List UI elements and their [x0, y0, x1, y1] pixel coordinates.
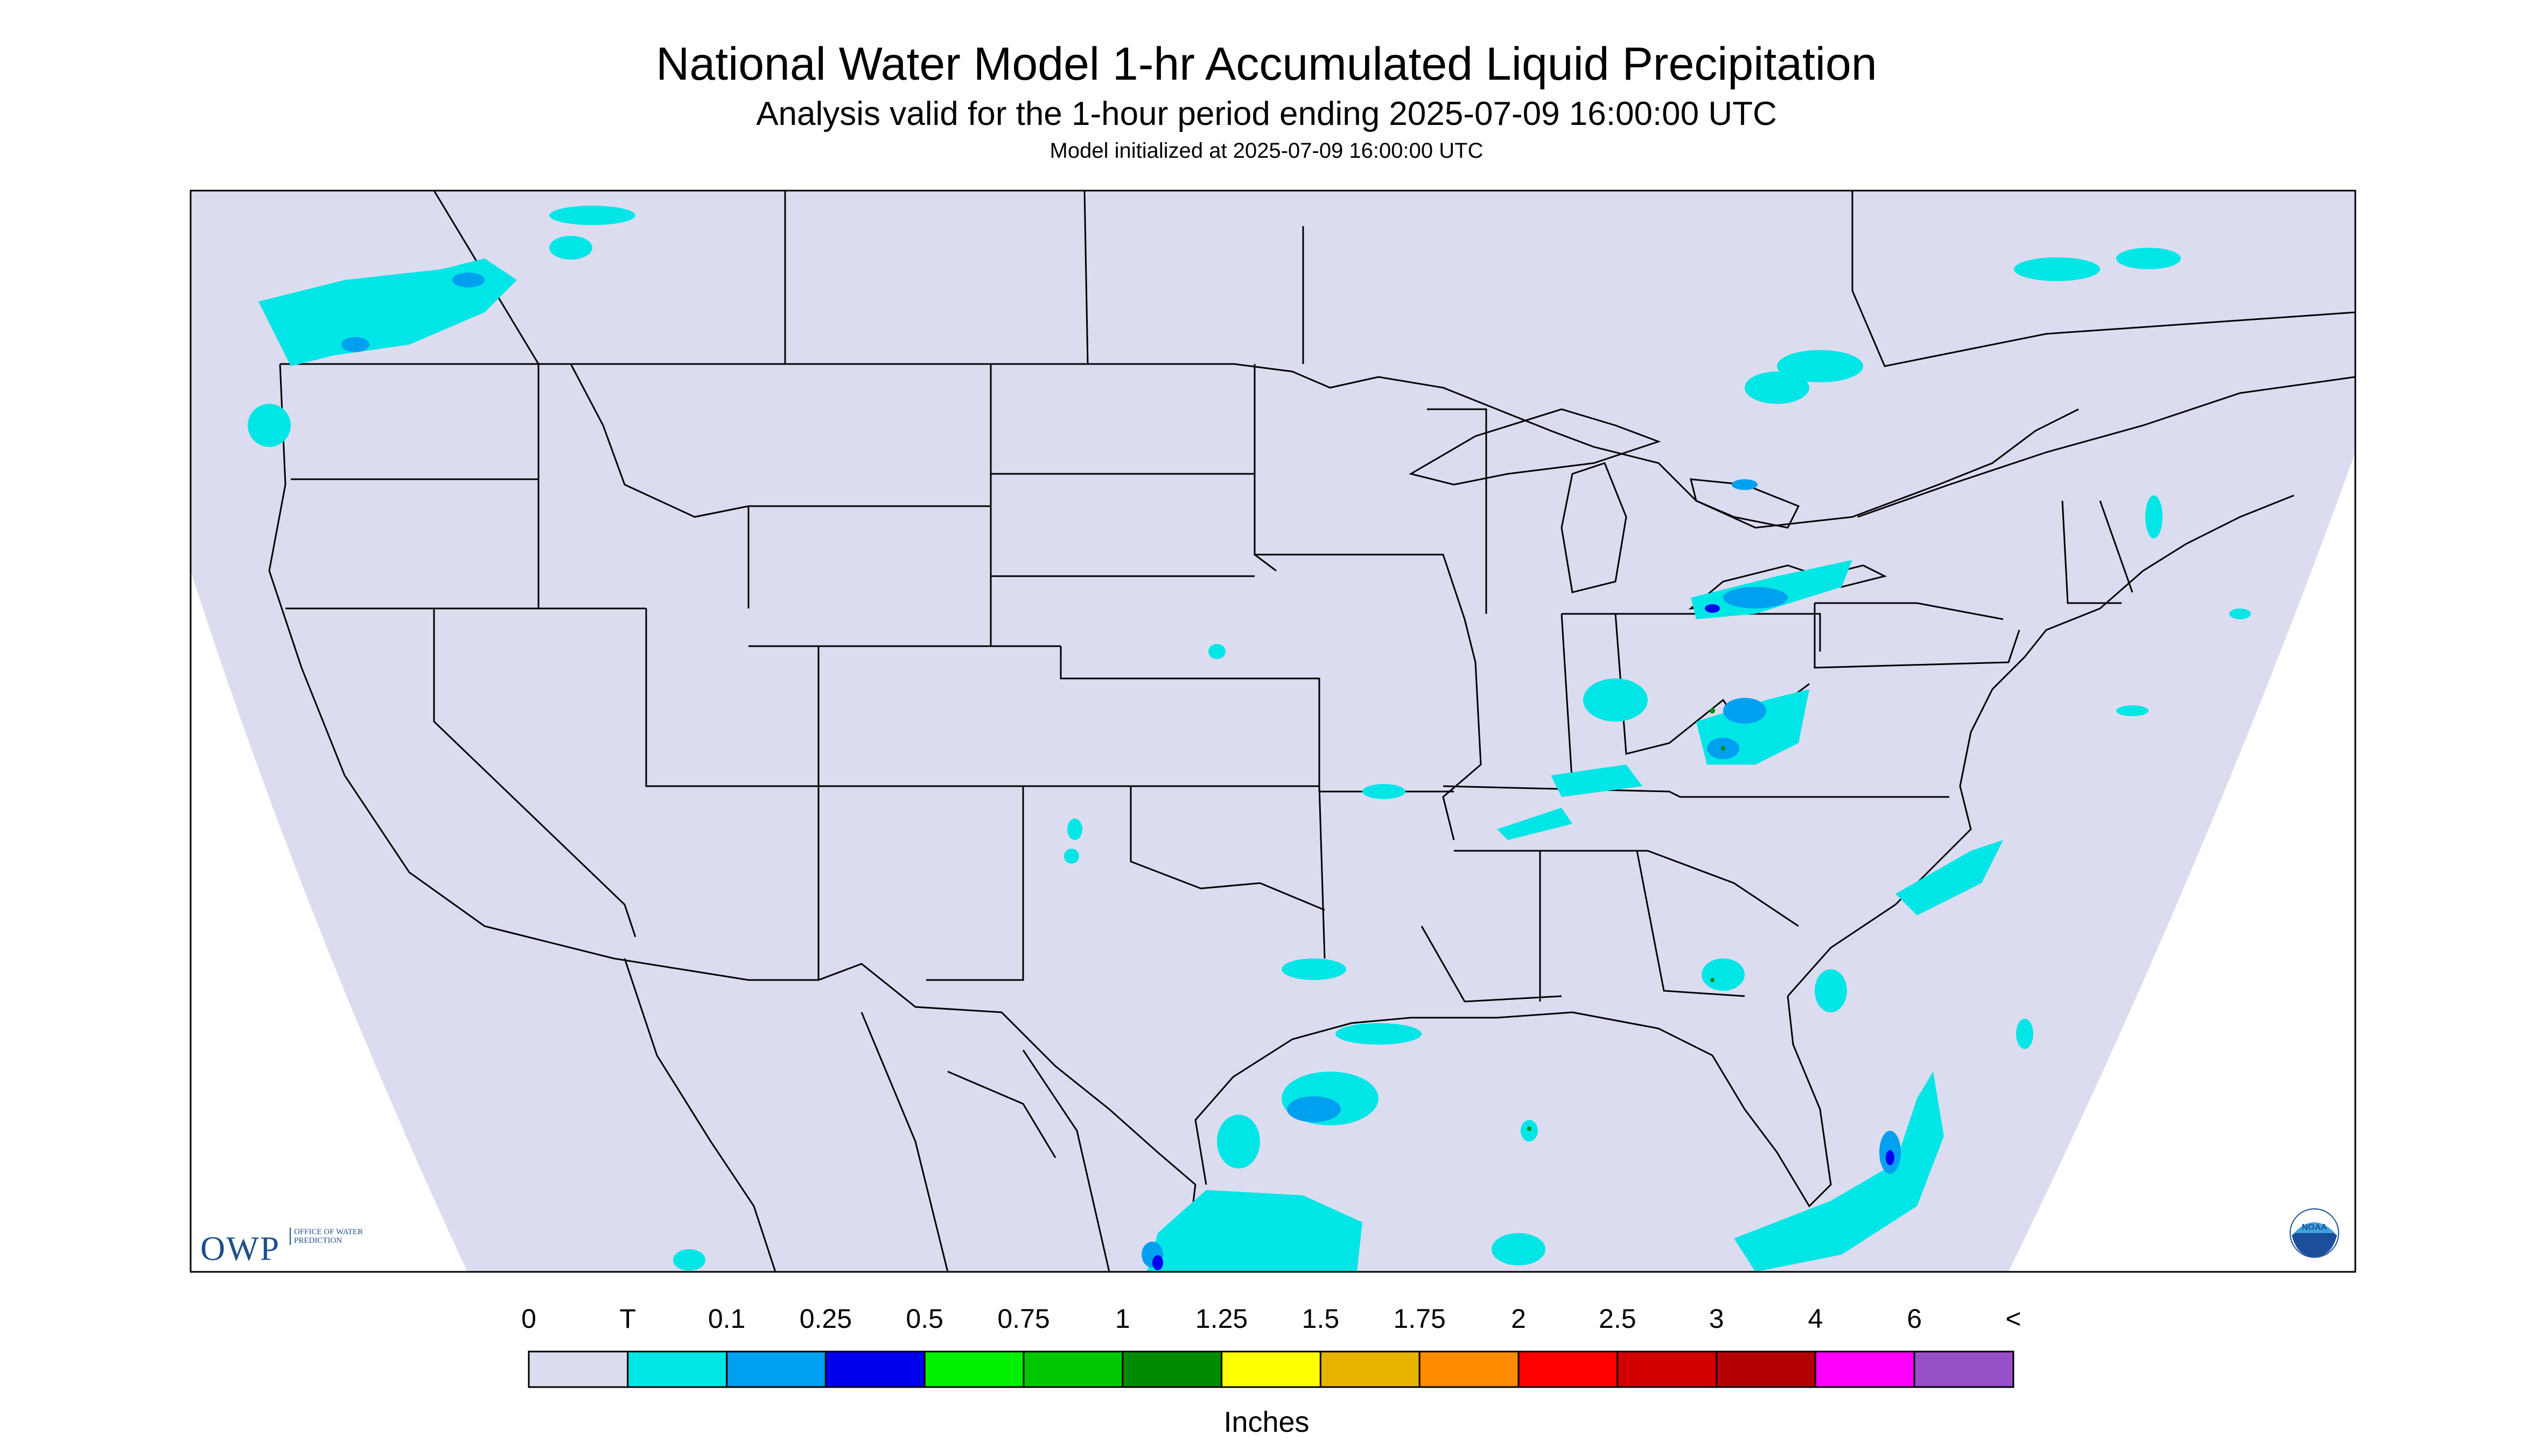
svg-text:NOAA: NOAA: [2301, 1223, 2327, 1232]
legend-swatch: [528, 1350, 629, 1388]
legend-tick-label: 0.1: [708, 1304, 746, 1334]
legend-swatch: [627, 1350, 728, 1388]
legend-tick-label: 1.75: [1393, 1304, 1446, 1334]
legend-swatch: [1716, 1350, 1816, 1388]
precipitation-legend: [528, 1350, 2014, 1388]
precipitation-moderate: [1152, 604, 1894, 1270]
legend-swatch: [1418, 1350, 1520, 1388]
legend-tick-label: 1.5: [1302, 1304, 1340, 1334]
political-boundaries: [268, 191, 2355, 1272]
noaa-logo: NOAA: [2290, 1208, 2339, 1258]
owp-logo-subtext: OFFICE OF WATER PREDICTION: [290, 1228, 369, 1245]
legend-swatch: [1617, 1350, 1718, 1388]
legend-swatch: [1814, 1350, 1915, 1388]
model-init-text: Model initialized at 2025-07-09 16:00:00…: [1049, 139, 1484, 163]
legend-tick-label: 0.25: [799, 1304, 852, 1334]
legend-tick-label: 2: [1511, 1304, 1526, 1334]
map-subtitle: Analysis valid for the 1-hour period end…: [756, 95, 1777, 132]
legend-swatch: [1517, 1350, 1619, 1388]
legend-swatch: [1023, 1350, 1124, 1388]
domain-area: [191, 191, 2355, 1272]
legend-tick-label: 1.25: [1195, 1304, 1248, 1334]
legend-tick-label: <: [2005, 1304, 2021, 1334]
legend-swatch: [923, 1350, 1025, 1388]
legend-swatch: [824, 1350, 926, 1388]
legend-swatch: [1913, 1350, 2014, 1388]
map-frame: [190, 190, 2356, 1273]
legend-swatch: [726, 1350, 827, 1388]
legend-swatch: [1221, 1350, 1321, 1388]
legend-tick-label: 0: [521, 1304, 536, 1334]
legend-tick-label: 1: [1115, 1304, 1130, 1334]
map-title: National Water Model 1-hr Accumulated Li…: [656, 38, 1877, 90]
legend-unit-label: Inches: [1223, 1406, 1310, 1438]
legend-tick-label: 6: [1907, 1304, 1922, 1334]
legend-swatch: [1122, 1350, 1223, 1388]
legend-swatch: [1319, 1350, 1421, 1388]
legend-tick-label: T: [619, 1304, 636, 1334]
legend-tick-label: 0.5: [906, 1304, 943, 1334]
precipitation-heavy: [1527, 708, 1725, 1131]
owp-logo: OWP: [200, 1229, 281, 1268]
legend-tick-label: 4: [1808, 1304, 1823, 1334]
legend-tick-label: 3: [1709, 1304, 1724, 1334]
legend-tick-label: 0.75: [997, 1304, 1050, 1334]
legend-tick-label: 2.5: [1599, 1304, 1636, 1334]
